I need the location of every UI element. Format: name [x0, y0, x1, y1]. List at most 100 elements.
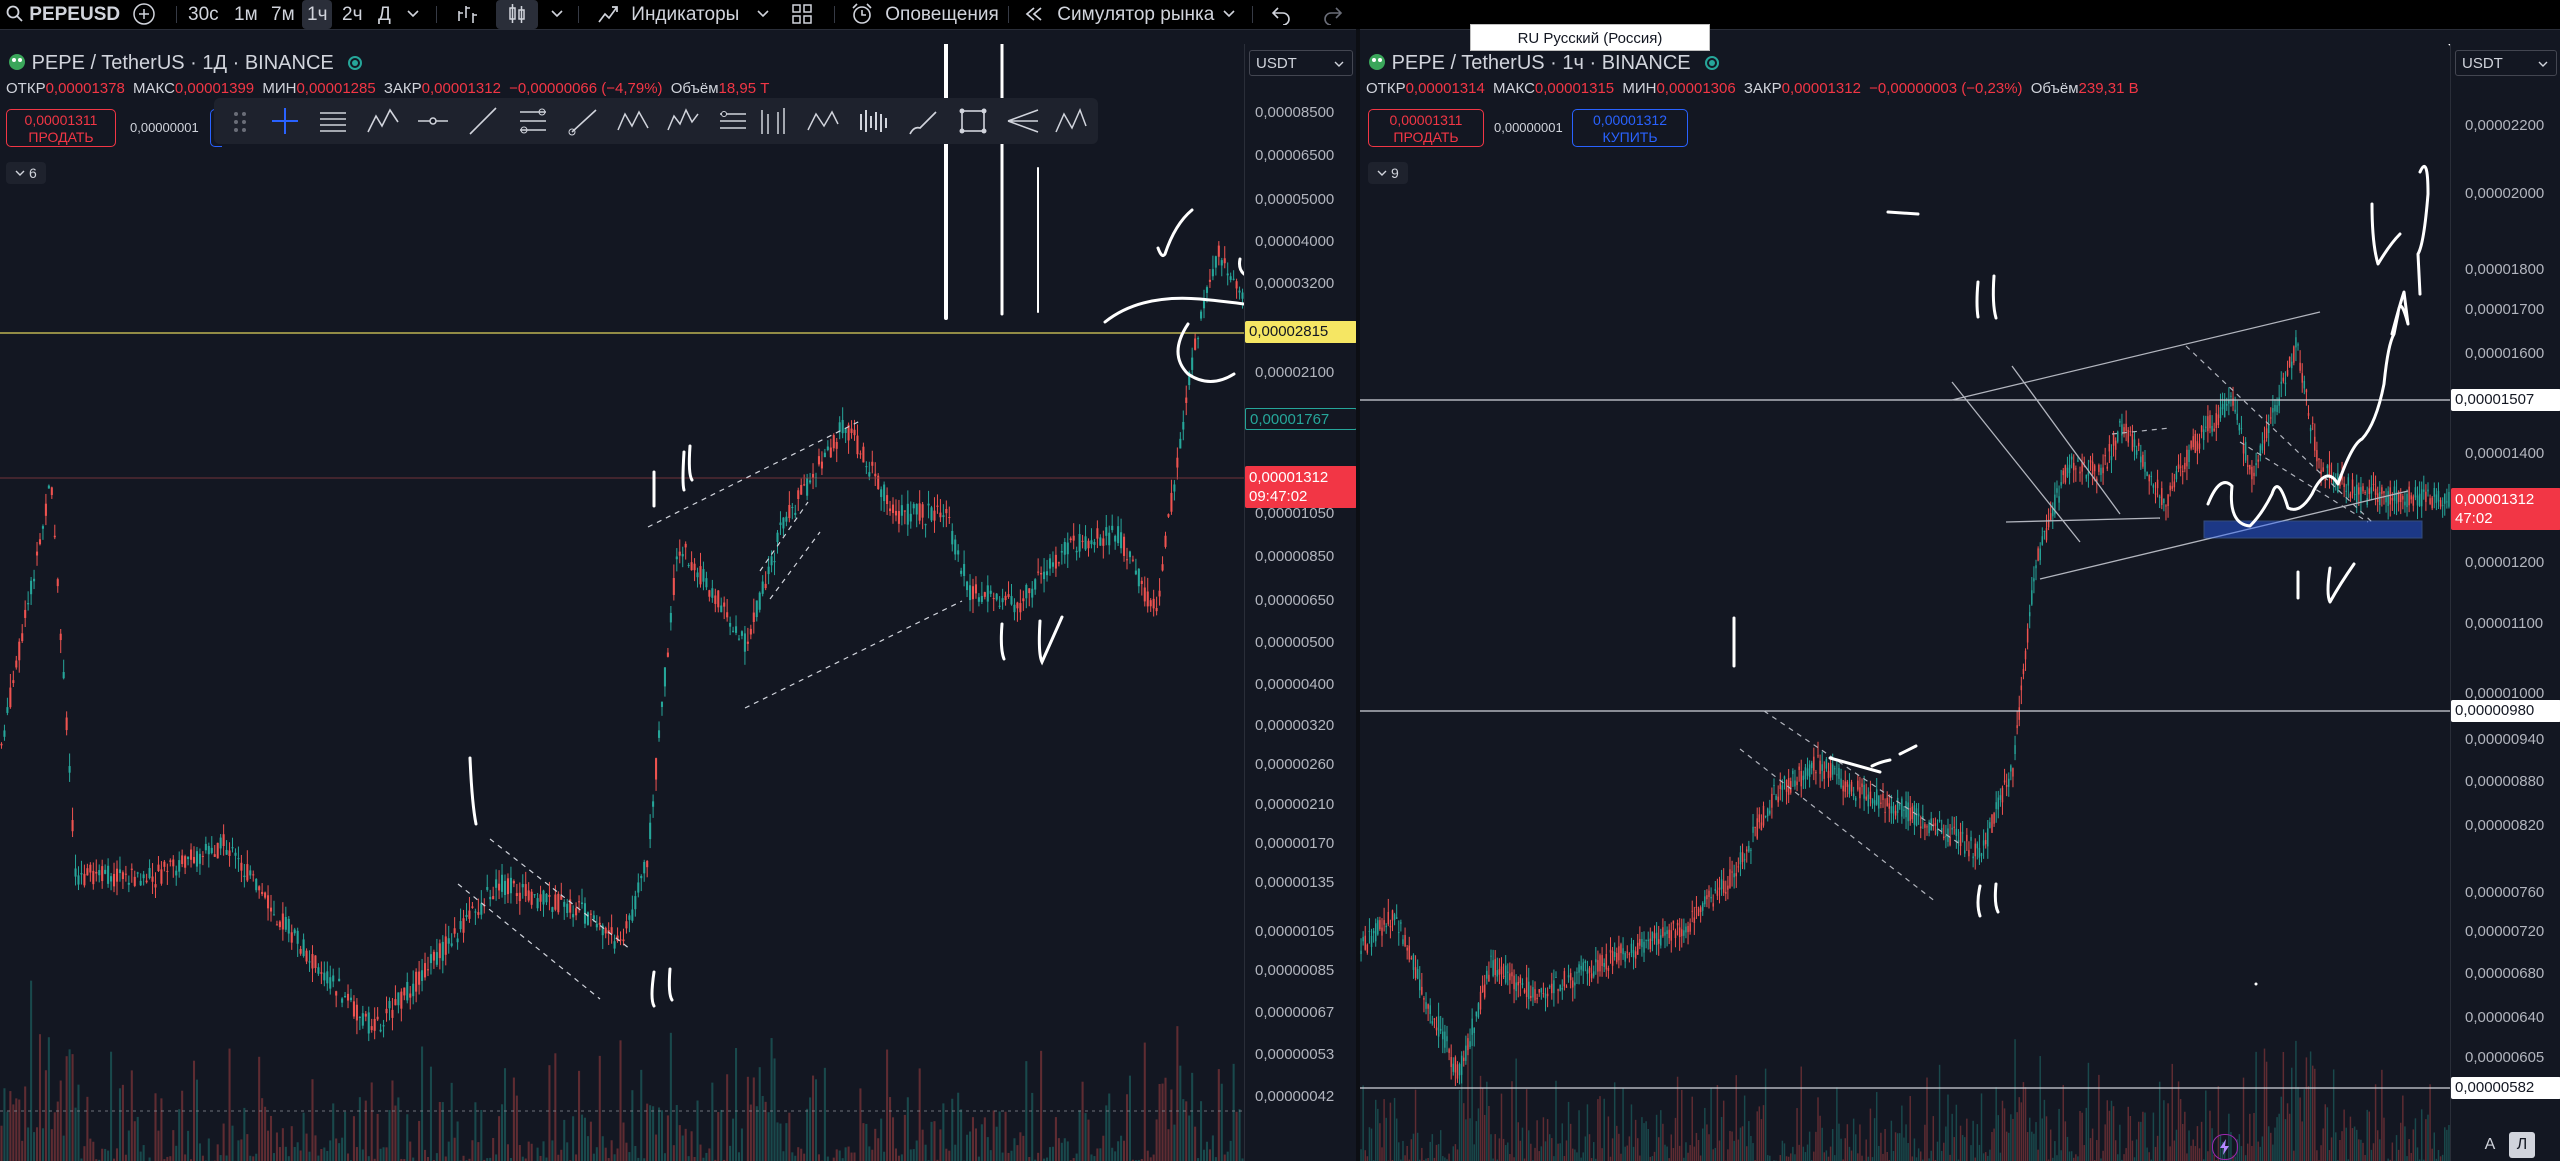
right-currency-select[interactable]: USDT: [2455, 50, 2557, 76]
volume-bar: [1741, 1126, 1744, 1161]
left-symbol-legend[interactable]: PEPE / TetherUS · 1Д · BINANCE: [8, 52, 363, 75]
volume-bar: [346, 1153, 350, 1161]
volume-bar: [1200, 1101, 1203, 1161]
pitchfork-tool-icon[interactable]: [1004, 102, 1042, 140]
right-chart-panel[interactable]: PEPE / TetherUS · 1ч · BINANCE ОТКР0,000…: [1360, 44, 2450, 1161]
volume-bar: [643, 1158, 646, 1161]
chart-splitter[interactable]: [1356, 29, 1360, 1161]
price-axis-label: 0,00000042: [1255, 1088, 1335, 1105]
pattern-tool-icon[interactable]: [614, 102, 652, 140]
left-currency-select[interactable]: USDT: [1249, 50, 1353, 76]
right-indicators-collapse[interactable]: 9: [1368, 162, 1408, 184]
candle-body: [1532, 987, 1534, 998]
right-price-axis[interactable]: USDT 0,00002200 0,00002000 0,00001800 0,000…: [2450, 44, 2560, 1161]
undo-button[interactable]: [1270, 0, 1292, 29]
volume-bar: [2089, 1138, 2092, 1161]
lines-tool-icon[interactable]: [714, 102, 752, 140]
candle-body: [1387, 911, 1390, 925]
volume-bar: [1976, 1124, 1979, 1161]
compare-add-button[interactable]: [132, 0, 156, 29]
layout-button[interactable]: [790, 0, 814, 29]
left-indicators-collapse[interactable]: 6: [6, 162, 46, 184]
interval-1h[interactable]: 1ч: [302, 0, 333, 29]
candle-body: [1978, 847, 1981, 858]
right-sell-button[interactable]: 0,00001311 ПРОДАТЬ: [1368, 109, 1484, 147]
volume-bar: [1538, 1151, 1540, 1161]
interval-2h[interactable]: 2ч: [342, 4, 363, 25]
bars-pattern-tool-icon[interactable]: [854, 102, 892, 140]
wave-tool-icon[interactable]: [664, 102, 702, 140]
left-chart-panel[interactable]: PEPE / TetherUS · 1Д · BINANCE ОТКР0,000…: [0, 44, 1244, 1161]
left-chart-canvas[interactable]: [0, 44, 1244, 1161]
chart-style-button[interactable]: [454, 0, 480, 29]
candles-icon: [509, 4, 525, 23]
replay-dropdown[interactable]: [1222, 0, 1236, 29]
crosshair-tool-icon[interactable]: [266, 102, 304, 140]
ray-tool-icon[interactable]: [564, 102, 602, 140]
language-popup[interactable]: RU Русский (Россия): [1470, 24, 1710, 51]
lightning-icon[interactable]: [2212, 1134, 2238, 1160]
volume-bar: [1179, 1065, 1182, 1161]
volume-bar: [104, 1148, 107, 1161]
candle-body: [1226, 273, 1229, 276]
candle-body: [198, 853, 201, 864]
right-buy-button[interactable]: 0,00001312 КУПИТЬ: [1572, 109, 1688, 147]
symbol-search[interactable]: PEPEUSD: [6, 0, 120, 29]
candle-body: [1691, 910, 1693, 912]
chart-style-dropdown[interactable]: [550, 0, 564, 29]
volume-bar: [394, 1105, 397, 1161]
left-sell-button[interactable]: 0,00001311 ПРОДАТЬ: [6, 109, 116, 147]
fib-time-tool-icon[interactable]: [754, 102, 792, 140]
volume-bar: [326, 1150, 329, 1161]
elliott-wave-tool-icon[interactable]: [364, 102, 402, 140]
volume-bar: [1701, 1128, 1704, 1161]
candles-style-button[interactable]: [496, 0, 538, 29]
fib-retracement-tool-icon[interactable]: [514, 102, 552, 140]
price-axis-label: 0,00000085: [1255, 962, 1335, 979]
indicators-dropdown[interactable]: [756, 0, 770, 29]
volume-bar: [782, 1151, 785, 1161]
volume-bar: [1597, 1099, 1599, 1161]
volume-bar: [2016, 1112, 2018, 1161]
trend-line-tool-icon[interactable]: [464, 102, 502, 140]
right-symbol-legend[interactable]: PEPE / TetherUS · 1ч · BINANCE: [1368, 52, 1720, 75]
candle-body: [578, 901, 581, 903]
candle-body: [2098, 464, 2100, 472]
xabcd-tool-icon[interactable]: [1052, 102, 1090, 140]
candle-body: [252, 874, 255, 876]
horizontal-lines-tool-icon[interactable]: [314, 102, 352, 140]
rectangle-tool-icon[interactable]: [954, 102, 992, 140]
volume-bar: [557, 1154, 560, 1161]
candle-body: [903, 510, 906, 512]
candle-body: [640, 875, 643, 879]
volume-bar: [1444, 1157, 1446, 1161]
candle-body: [456, 938, 459, 943]
interval-1m[interactable]: 1м: [234, 4, 258, 25]
replay-button[interactable]: Симулятор рынка: [1022, 0, 1214, 29]
indicators-button[interactable]: Индикаторы: [596, 0, 739, 29]
candle-body: [2332, 476, 2335, 487]
right-chart-canvas[interactable]: [1360, 44, 2450, 1161]
volume-bar: [403, 1159, 406, 1161]
left-price-axis[interactable]: USDT 0,00008500 0,00006500 0,00005000 0,000…: [1244, 44, 1357, 1161]
candle-body: [471, 906, 474, 908]
brush-tool-icon[interactable]: [904, 102, 942, 140]
interval-1d[interactable]: Д: [378, 4, 391, 25]
interval-30s[interactable]: 30с: [188, 4, 219, 25]
redo-button[interactable]: [1322, 0, 1344, 29]
intervals-dropdown[interactable]: [406, 0, 420, 29]
candle-body: [545, 893, 548, 903]
candle-body: [326, 971, 329, 984]
candle-body: [530, 891, 533, 905]
candle-body: [1626, 951, 1628, 953]
interval-7m[interactable]: 7м: [271, 4, 295, 25]
candle-body: [1559, 984, 1561, 991]
volume-bar: [2043, 1099, 2046, 1161]
abcd-tool-icon[interactable]: [804, 102, 842, 140]
log-scale-button[interactable]: Л: [2509, 1132, 2535, 1158]
horizontal-ray-tool-icon[interactable]: [414, 102, 452, 140]
alerts-button[interactable]: Оповещения: [850, 0, 999, 29]
volume-bar: [1766, 1155, 1769, 1161]
auto-scale-button[interactable]: A: [2484, 1136, 2496, 1153]
candle-body: [918, 503, 921, 521]
